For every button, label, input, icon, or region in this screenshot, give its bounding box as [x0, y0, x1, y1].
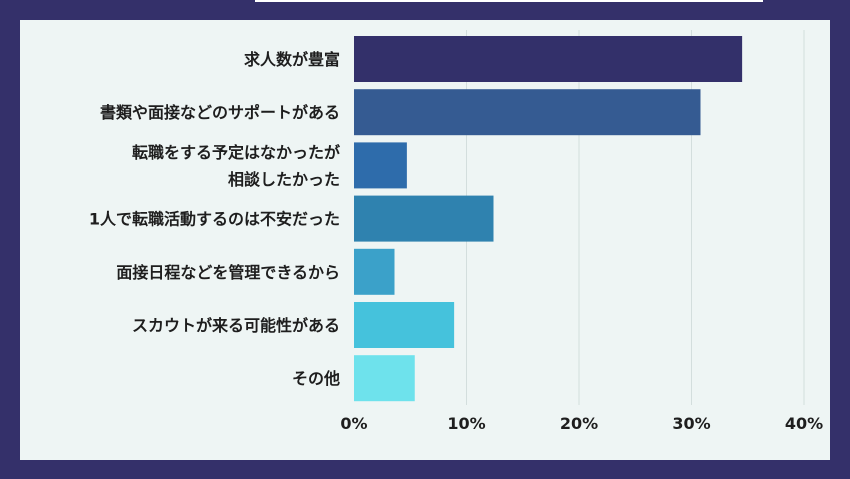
category-label: 転職をする予定はなかったが: [132, 143, 340, 162]
top-accent-line: [255, 0, 763, 2]
category-label: その他: [292, 369, 340, 388]
bar: [354, 355, 415, 402]
x-tick-label: 30%: [672, 414, 710, 433]
x-tick-label: 20%: [560, 414, 598, 433]
x-tick-label: 40%: [785, 414, 823, 433]
category-label: 求人数が豊富: [244, 50, 340, 69]
x-tick-label: 0%: [340, 414, 367, 433]
category-label: 面接日程などを管理できるから: [116, 263, 340, 282]
bar: [354, 302, 455, 348]
bar: [354, 36, 743, 82]
bar: [354, 142, 407, 189]
category-label: 書類や面接などのサポートがある: [100, 103, 340, 122]
x-tick-label: 10%: [447, 414, 485, 433]
bar: [354, 195, 494, 242]
category-label: 1人で転職活動するのは不安だった: [89, 210, 340, 229]
bar: [354, 248, 395, 295]
bar: [354, 89, 701, 136]
category-label: 相談したかった: [228, 170, 340, 189]
category-label: スカウトが来る可能性がある: [132, 316, 340, 335]
